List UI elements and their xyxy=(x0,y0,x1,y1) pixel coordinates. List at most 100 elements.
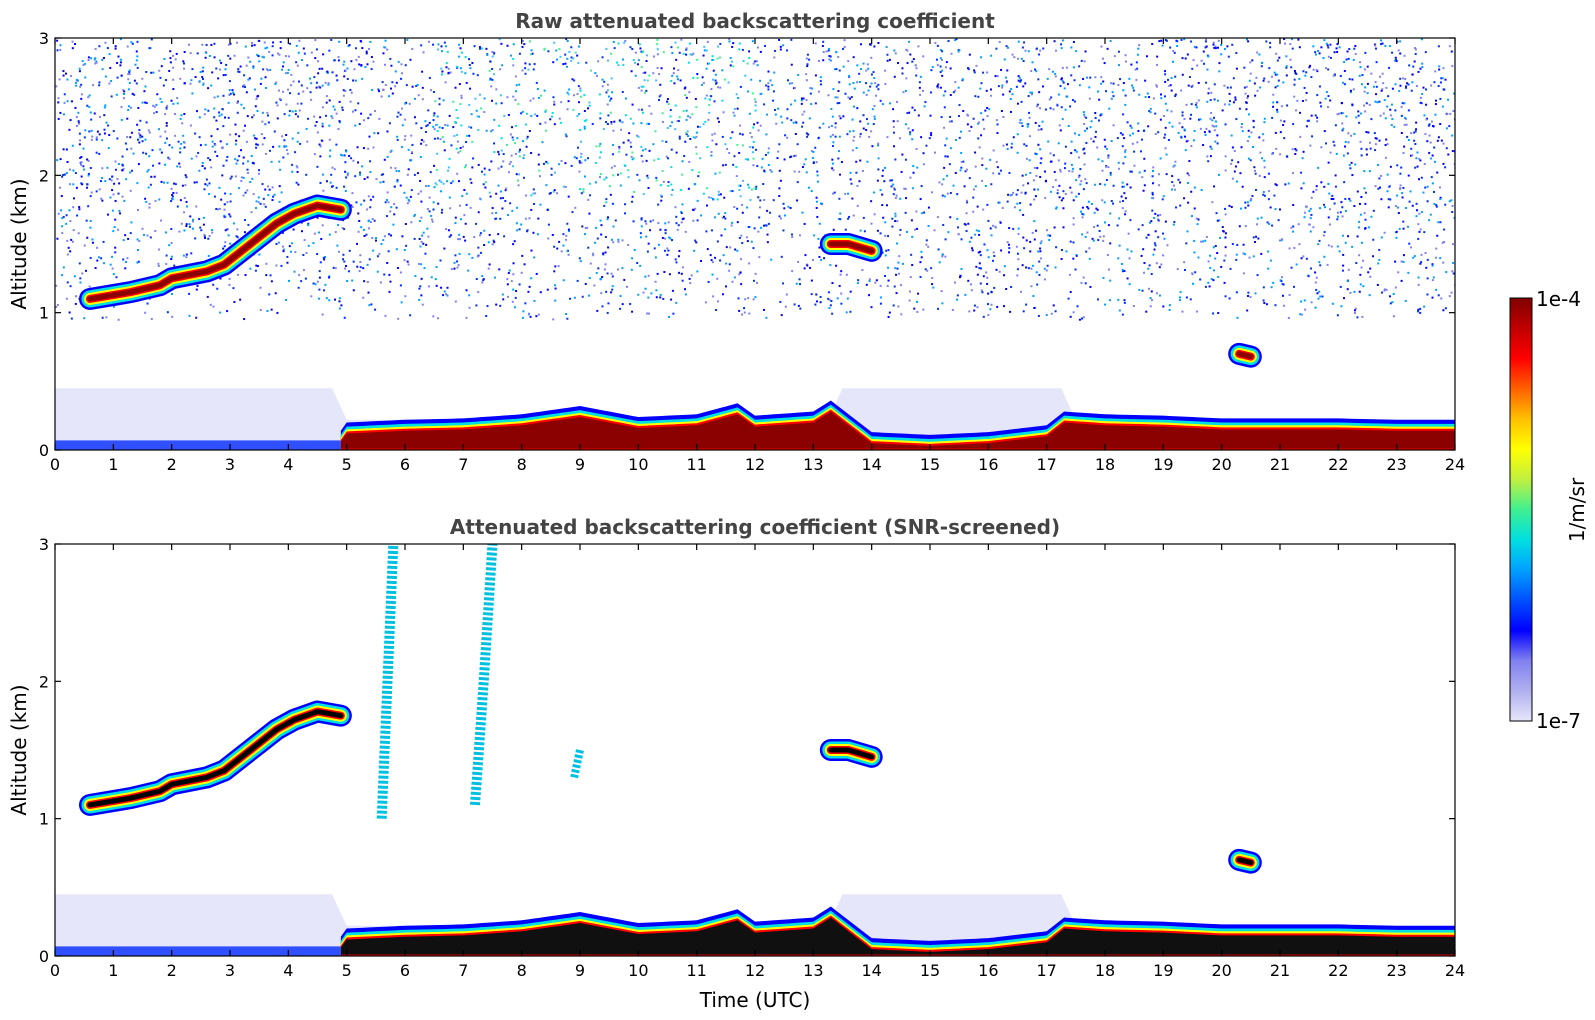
noise-pixel xyxy=(1093,226,1096,229)
noise-pixel xyxy=(904,187,907,190)
noise-pixel xyxy=(498,268,501,271)
noise-pixel xyxy=(1323,231,1326,234)
noise-pixel xyxy=(685,131,688,134)
noise-pixel xyxy=(1339,75,1342,78)
noise-pixel xyxy=(605,290,608,293)
noise-pixel xyxy=(157,262,160,265)
noise-pixel xyxy=(764,44,767,47)
noise-pixel xyxy=(57,97,60,100)
noise-pixel xyxy=(558,163,561,166)
noise-pixel xyxy=(643,79,646,82)
noise-pixel xyxy=(1217,39,1220,42)
noise-pixel xyxy=(288,55,291,58)
noise-pixel xyxy=(942,94,945,97)
noise-pixel xyxy=(465,141,468,144)
noise-pixel xyxy=(1439,221,1442,224)
noise-pixel xyxy=(631,200,634,203)
noise-pixel xyxy=(1431,263,1434,266)
noise-pixel xyxy=(1311,135,1314,138)
noise-pixel xyxy=(588,104,591,107)
noise-pixel xyxy=(72,229,75,232)
noise-pixel xyxy=(954,281,957,284)
noise-pixel xyxy=(805,57,808,60)
noise-pixel xyxy=(879,284,882,287)
noise-pixel xyxy=(691,169,694,172)
noise-pixel xyxy=(1106,47,1109,50)
noise-pixel xyxy=(125,260,128,263)
noise-pixel xyxy=(382,173,385,176)
noise-pixel xyxy=(1293,69,1296,72)
noise-pixel xyxy=(83,244,86,247)
noise-pixel xyxy=(630,268,633,271)
noise-pixel xyxy=(701,83,704,86)
noise-pixel xyxy=(107,147,110,150)
noise-pixel xyxy=(1126,277,1129,280)
noise-pixel xyxy=(1300,313,1303,316)
noise-pixel xyxy=(917,45,920,48)
noise-pixel xyxy=(307,224,310,227)
noise-pixel xyxy=(1334,185,1337,188)
noise-pixel xyxy=(216,128,219,131)
noise-pixel xyxy=(74,43,77,46)
noise-pixel xyxy=(869,43,872,46)
noise-pixel xyxy=(544,109,547,112)
noise-pixel xyxy=(307,244,310,247)
noise-pixel xyxy=(1060,199,1063,202)
noise-pixel xyxy=(1443,228,1446,231)
noise-pixel xyxy=(1087,200,1090,203)
noise-pixel xyxy=(1164,70,1167,73)
noise-pixel xyxy=(119,61,122,64)
noise-pixel xyxy=(783,207,786,210)
noise-pixel xyxy=(1111,91,1114,94)
noise-pixel xyxy=(594,241,597,244)
noise-pixel xyxy=(447,71,450,74)
noise-pixel xyxy=(702,123,705,126)
noise-pixel xyxy=(1352,58,1355,61)
noise-pixel xyxy=(1292,123,1295,126)
noise-pixel xyxy=(1431,279,1434,282)
noise-pixel xyxy=(1277,219,1280,222)
noise-pixel xyxy=(707,280,710,283)
noise-pixel xyxy=(1310,76,1313,79)
noise-pixel xyxy=(343,154,346,157)
noise-pixel xyxy=(1242,243,1245,246)
noise-pixel xyxy=(217,77,220,80)
noise-pixel xyxy=(1318,261,1321,264)
noise-pixel xyxy=(706,248,709,251)
noise-pixel xyxy=(264,76,267,79)
noise-pixel xyxy=(512,243,515,246)
noise-pixel xyxy=(75,84,78,87)
noise-pixel xyxy=(765,224,768,227)
noise-pixel xyxy=(65,72,68,75)
noise-pixel xyxy=(763,224,766,227)
noise-pixel xyxy=(524,217,527,220)
noise-pixel xyxy=(1123,269,1126,272)
noise-pixel xyxy=(1207,160,1210,163)
noise-pixel xyxy=(946,155,949,158)
noise-pixel xyxy=(1070,163,1073,166)
noise-pixel xyxy=(1298,243,1301,246)
noise-pixel xyxy=(1205,45,1208,48)
noise-pixel xyxy=(1063,87,1066,90)
noise-pixel xyxy=(163,57,166,60)
noise-pixel xyxy=(678,271,681,274)
noise-pixel xyxy=(1365,153,1368,156)
noise-pixel xyxy=(257,201,260,204)
noise-pixel xyxy=(881,204,884,207)
noise-pixel xyxy=(1213,98,1216,101)
noise-pixel xyxy=(495,192,498,195)
noise-pixel xyxy=(158,162,161,165)
noise-pixel xyxy=(1086,127,1089,130)
noise-pixel xyxy=(328,99,331,102)
noise-pixel xyxy=(1034,121,1037,124)
noise-pixel xyxy=(1020,100,1023,103)
noise-pixel xyxy=(1072,241,1075,244)
noise-pixel xyxy=(1345,58,1348,61)
noise-pixel xyxy=(361,47,364,50)
noise-pixel xyxy=(539,203,542,206)
noise-pixel xyxy=(1013,56,1016,59)
noise-pixel xyxy=(916,227,919,230)
noise-pixel xyxy=(619,307,622,310)
noise-pixel xyxy=(853,135,856,138)
noise-pixel xyxy=(1147,267,1150,270)
